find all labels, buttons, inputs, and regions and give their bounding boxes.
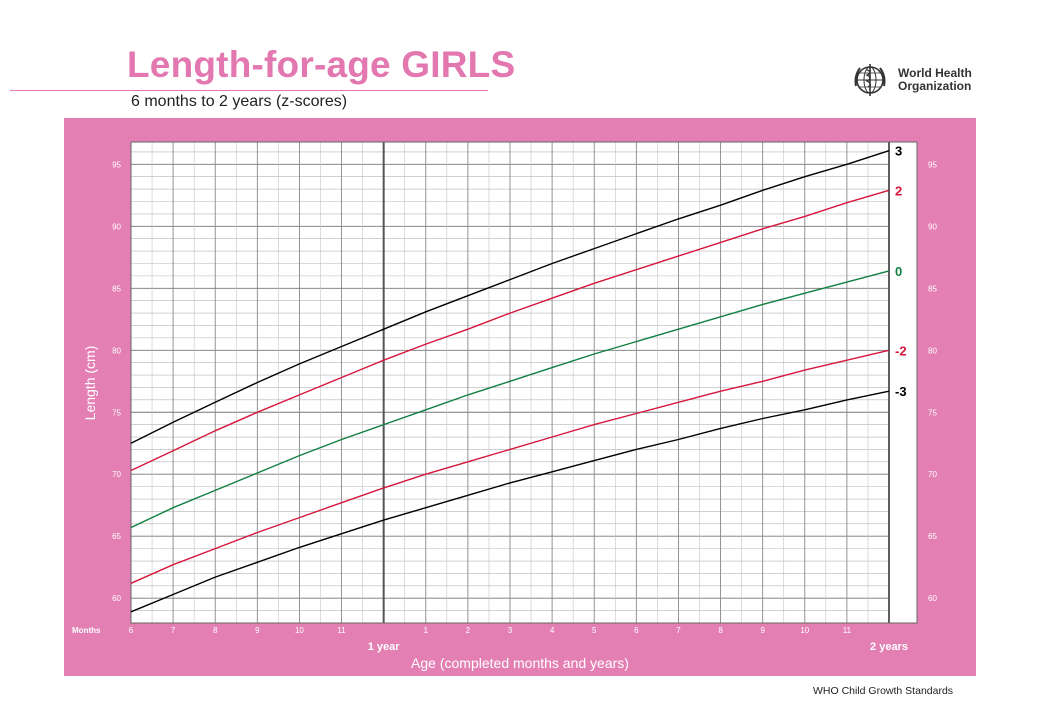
- who-name-line2: Organization: [898, 79, 972, 93]
- x-tick-label: 11: [337, 626, 346, 635]
- y-tick-label-right: 60: [928, 594, 937, 603]
- zscore-curve-2: [130, 189, 890, 472]
- y-tick-label-right: 90: [928, 222, 937, 231]
- y-tick-label-right: 85: [928, 284, 937, 293]
- y-tick-label-left: 85: [112, 284, 121, 293]
- year-label: 1 year: [368, 641, 401, 653]
- title-divider: [10, 90, 488, 91]
- vertical-gridlines: [130, 142, 890, 623]
- y-tick-label-right: 80: [928, 346, 937, 355]
- x-tick-label: 7: [676, 626, 681, 635]
- zscore-curve-0: [130, 270, 890, 529]
- x-tick-label: 2: [466, 626, 471, 635]
- who-logo: World Health Organization: [852, 62, 982, 98]
- zscore-label--2: -2: [895, 343, 907, 358]
- months-label: Months: [72, 626, 101, 635]
- x-tick-label: 10: [800, 626, 809, 635]
- zscore-column-border: [888, 141, 918, 624]
- x-tick-label: 5: [592, 626, 597, 635]
- y-tick-label-left: 90: [112, 222, 121, 231]
- y-tick-label-left: 75: [112, 408, 121, 417]
- footer-credit: WHO Child Growth Standards: [813, 685, 954, 697]
- x-axis-title: Age (completed months and years): [411, 655, 629, 671]
- x-tick-label: 1: [424, 626, 429, 635]
- x-tick-label: 6: [129, 626, 134, 635]
- x-tick-label: 4: [550, 626, 555, 635]
- y-tick-label-left: 95: [112, 160, 121, 169]
- page-title: Length-for-age GIRLS: [127, 44, 516, 85]
- y-tick-label-left: 65: [112, 532, 121, 541]
- zscore-curve--2: [130, 349, 890, 584]
- x-tick-label: 7: [171, 626, 176, 635]
- zscore-label-2: 2: [895, 183, 902, 198]
- zscore-label-0: 0: [895, 264, 902, 279]
- y-tick-label-left: 70: [112, 470, 121, 479]
- page-subtitle: 6 months to 2 years (z-scores): [131, 93, 348, 110]
- y-tick-label-left: 60: [112, 594, 121, 603]
- who-name: World Health Organization: [898, 67, 972, 93]
- y-tick-label-right: 75: [928, 408, 937, 417]
- x-tick-label: 9: [760, 626, 765, 635]
- year-label: 2 years: [870, 641, 908, 653]
- x-tick-label: 8: [213, 626, 218, 635]
- zscore-curve-3: [130, 150, 890, 444]
- x-tick-label: 6: [634, 626, 639, 635]
- x-tick-label: 3: [508, 626, 513, 635]
- x-tick-label: 11: [843, 626, 852, 635]
- who-emblem-icon: [854, 64, 886, 96]
- y-tick-label-right: 95: [928, 160, 937, 169]
- y-tick-label-right: 65: [928, 532, 937, 541]
- y-tick-label-right: 70: [928, 470, 937, 479]
- x-tick-label: 10: [295, 626, 304, 635]
- x-tick-label: 8: [718, 626, 723, 635]
- who-name-line1: World Health: [898, 66, 972, 80]
- zscore-label--3: -3: [895, 384, 907, 399]
- zscore-label-column: [889, 142, 917, 623]
- y-tick-label-left: 80: [112, 346, 121, 355]
- y-axis-title: Length (cm): [82, 346, 98, 421]
- zscore-curve--3: [130, 390, 890, 613]
- x-tick-label: 9: [255, 626, 260, 635]
- zscore-label-3: 3: [895, 144, 902, 159]
